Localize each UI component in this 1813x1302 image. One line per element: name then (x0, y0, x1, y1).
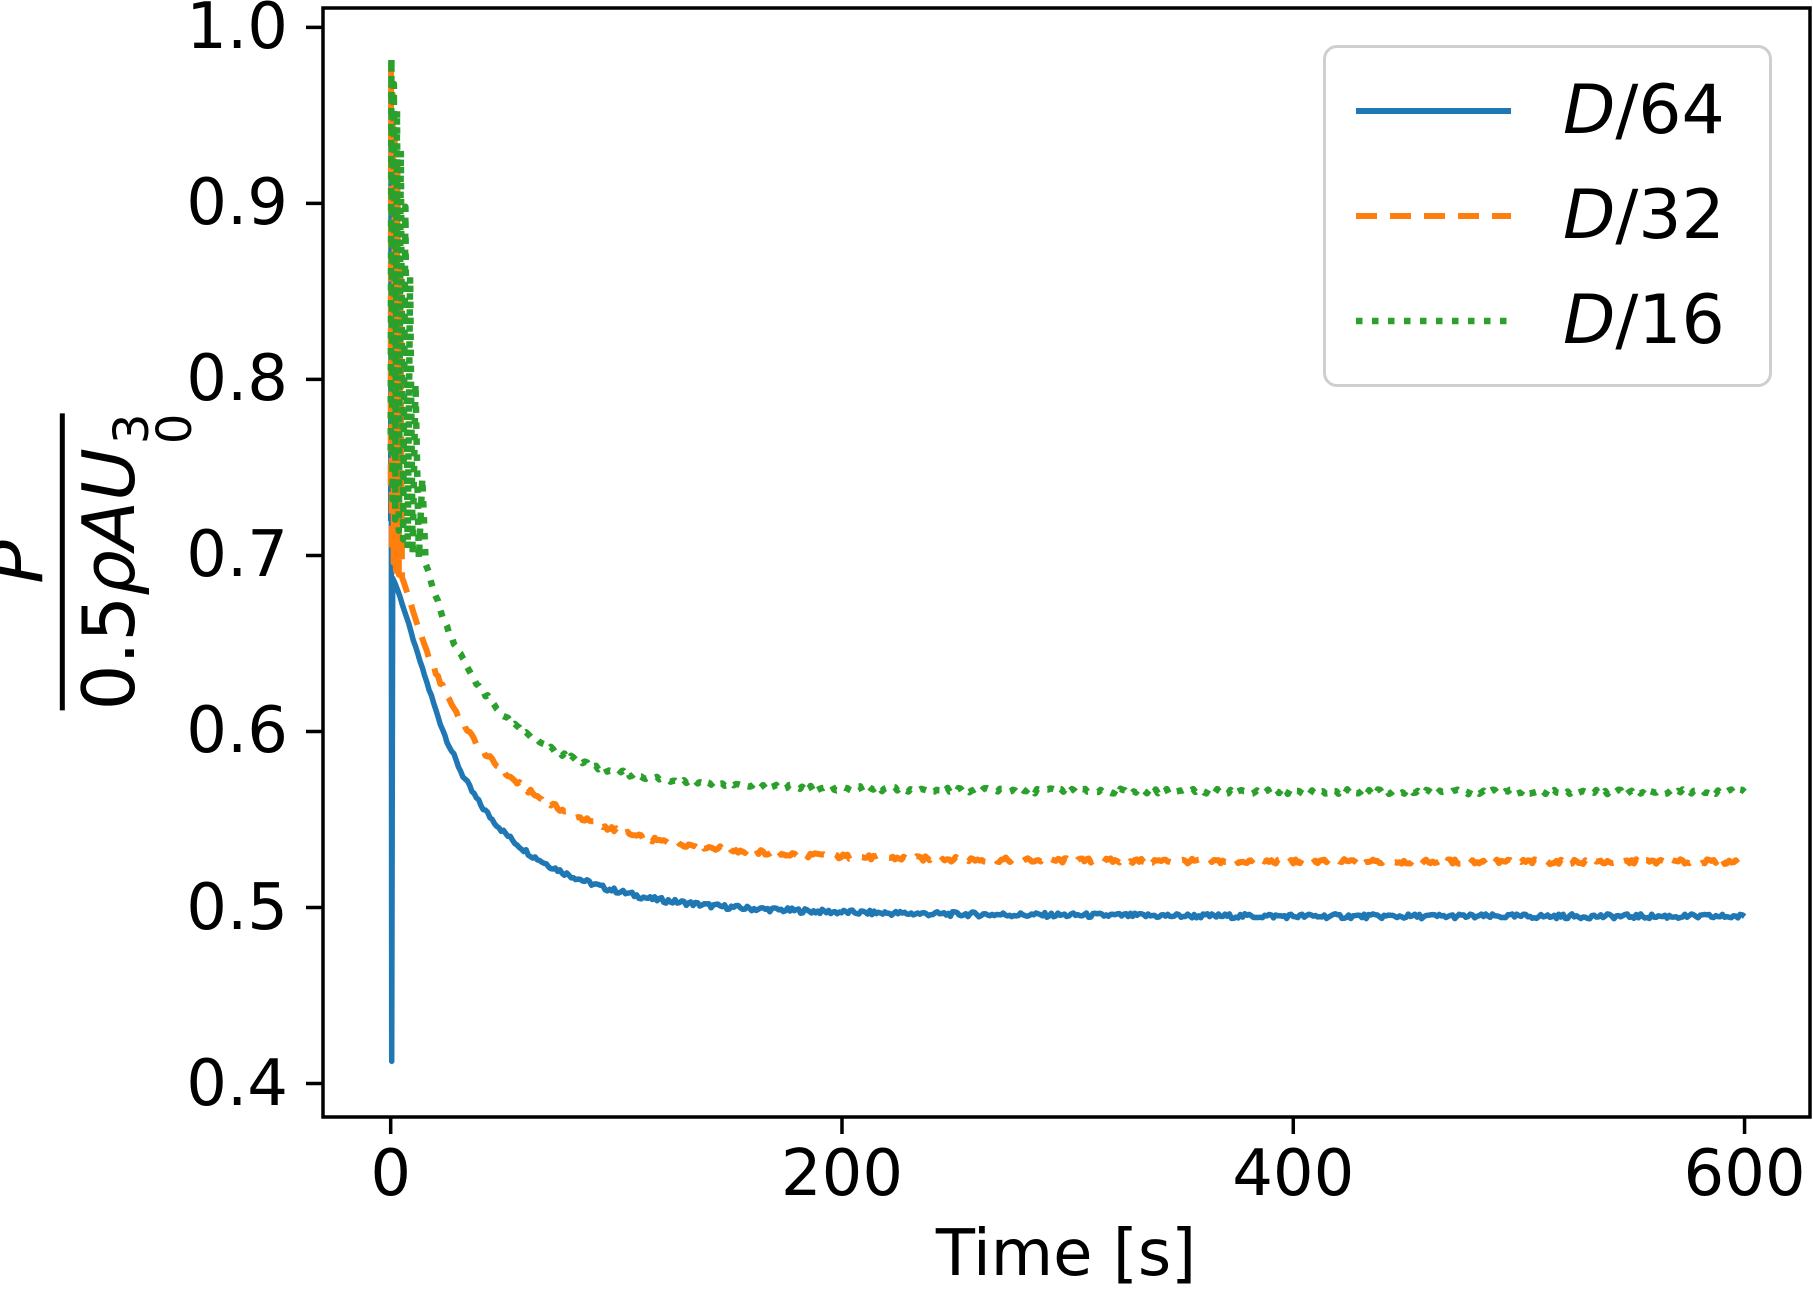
legend-label-rest: /64 (1615, 70, 1725, 150)
ylabel-den-area: A (66, 500, 151, 551)
legend-label-rest: /32 (1615, 175, 1725, 255)
y-tick-label: 0.8 (186, 342, 288, 417)
legend-label-italic: D (1563, 281, 1616, 361)
y-tick-label: 1.0 (186, 0, 288, 65)
legend-item-d32: D/32 (1326, 181, 1769, 250)
x-axis-label: Time [s] (935, 1217, 1197, 1291)
ylabel-denominator: 0.5 ρ A U 3 0 (66, 414, 203, 711)
legend-line-dashed-icon (1356, 212, 1511, 219)
y-tick-label: 0.4 (186, 1046, 288, 1121)
legend: D/64 D/32 D/16 (1323, 45, 1772, 387)
legend-item-d16: D/16 (1326, 287, 1769, 355)
ylabel-den-rho: ρ (66, 550, 151, 596)
legend-line-dotted-icon (1356, 318, 1511, 325)
legend-label: D/32 (1563, 181, 1725, 250)
y-tick-label: 0.7 (186, 518, 288, 593)
ylabel-numerator: P (0, 536, 59, 587)
axes-spines (321, 6, 1812, 1119)
series-line-d16 (387, 54, 1747, 798)
y-tick-label: 0.9 (186, 166, 288, 241)
x-tick-label: 0 (370, 1137, 412, 1211)
legend-label-italic: D (1563, 175, 1616, 255)
legend-label: D/16 (1563, 287, 1725, 355)
series-line-d64 (387, 78, 1747, 1065)
y-tick-label: 0.5 (186, 870, 288, 945)
x-tick-label: 600 (1683, 1137, 1806, 1211)
legend-label: D/64 (1563, 76, 1725, 145)
ylabel-subscript: 0 (147, 413, 203, 445)
ylabel-den-coeff: 0.5 (66, 595, 151, 711)
legend-label-italic: D (1563, 70, 1616, 150)
x-tick-label: 200 (780, 1137, 904, 1211)
x-tick-label: 400 (1232, 1137, 1355, 1211)
fraction-bar-icon (59, 413, 65, 711)
ylabel-den-velocity: U (66, 448, 151, 501)
legend-item-d64: D/64 (1326, 76, 1769, 145)
legend-line-solid-icon (1356, 107, 1511, 114)
y-tick-label: 0.6 (186, 694, 288, 769)
series-line-d32 (387, 61, 1747, 868)
legend-label-rest: /16 (1615, 281, 1725, 361)
